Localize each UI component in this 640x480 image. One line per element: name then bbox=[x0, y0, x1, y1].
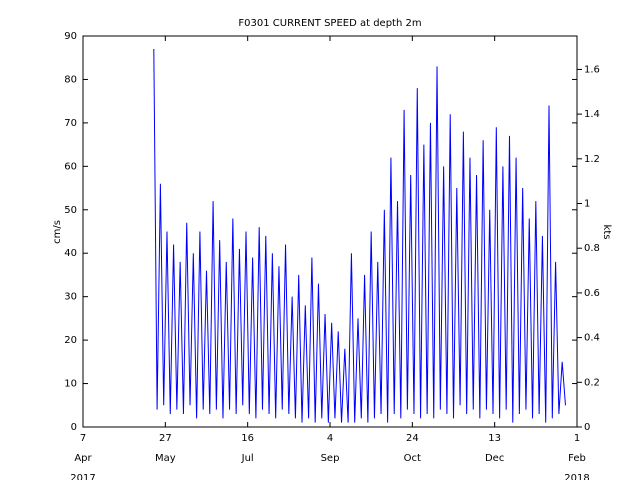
y-tick-label: 80 bbox=[64, 74, 77, 85]
y2-tick-label: 1.2 bbox=[584, 154, 600, 165]
y-tick-label: 30 bbox=[64, 292, 77, 303]
y-tick-label: 50 bbox=[64, 205, 77, 216]
x-tick-month: May bbox=[155, 453, 176, 464]
y-tick-label: 0 bbox=[71, 422, 77, 433]
y2-tick-label: 0.8 bbox=[584, 243, 600, 254]
y-tick-label: 90 bbox=[64, 31, 77, 42]
y2-tick-label: 1.4 bbox=[584, 109, 600, 120]
x-tick-year: 2017 bbox=[70, 473, 95, 480]
x-tick-label: 24 bbox=[406, 433, 419, 444]
y2-tick-label: 1.6 bbox=[584, 64, 600, 75]
y2-tick-label: 0.6 bbox=[584, 288, 600, 299]
x-tick-year: 2018 bbox=[564, 473, 589, 480]
x-tick-label: 27 bbox=[159, 433, 172, 444]
y-tick-label: 70 bbox=[64, 118, 77, 129]
x-tick-month: Dec bbox=[485, 453, 504, 464]
y-tick-label: 60 bbox=[64, 161, 77, 172]
y2-tick-label: 0.2 bbox=[584, 377, 600, 388]
y-axis-label: cm/s bbox=[52, 220, 63, 244]
y2-tick-label: 1 bbox=[584, 199, 590, 210]
x-tick-month: Jul bbox=[241, 453, 254, 464]
y2-axis-label: kts bbox=[601, 225, 612, 240]
x-tick-label: 7 bbox=[80, 433, 86, 444]
y2-tick-label: 0.4 bbox=[584, 333, 600, 344]
y-tick-label: 10 bbox=[64, 379, 77, 390]
x-tick-label: 13 bbox=[488, 433, 501, 444]
chart-title: F0301 CURRENT SPEED at depth 2m bbox=[238, 18, 421, 29]
x-tick-month: Feb bbox=[568, 453, 586, 464]
x-tick-month: Sep bbox=[321, 453, 340, 464]
x-tick-month: Apr bbox=[74, 453, 92, 464]
x-tick-label: 1 bbox=[574, 433, 580, 444]
x-tick-label: 16 bbox=[241, 433, 254, 444]
y2-tick-label: 0 bbox=[584, 422, 590, 433]
y-tick-label: 20 bbox=[64, 335, 77, 346]
x-tick-label: 4 bbox=[327, 433, 333, 444]
y-tick-label: 40 bbox=[64, 248, 77, 259]
x-tick-month: Oct bbox=[404, 453, 421, 464]
series-line bbox=[153, 49, 566, 423]
